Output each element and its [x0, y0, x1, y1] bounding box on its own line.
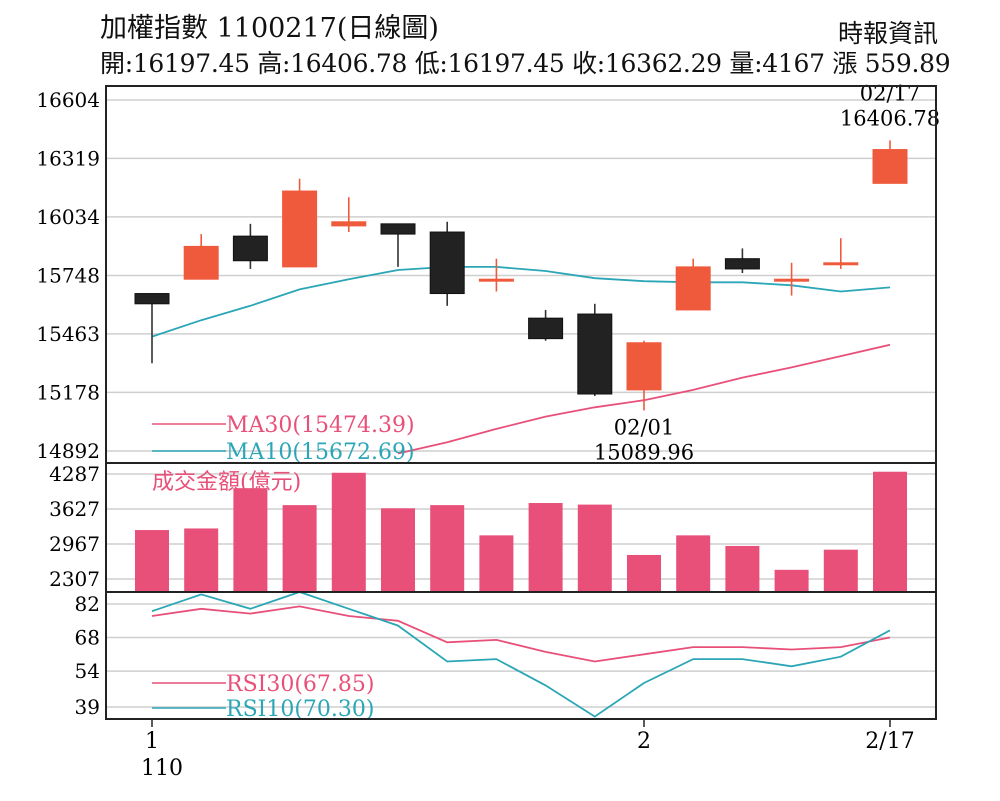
volume-bar [233, 488, 268, 592]
rsi-tick-label: 82 [75, 592, 100, 616]
volume-bar [430, 505, 465, 592]
price-tick-label: 15748 [36, 264, 100, 288]
x-tick-label: 2/17 [865, 729, 914, 754]
price-annotation: 02/01 [614, 415, 675, 439]
volume-bar [823, 549, 858, 592]
x-tick-sublabel: 110 [141, 756, 183, 781]
volume-bar [577, 504, 612, 592]
price-tick-label: 14892 [36, 439, 100, 463]
rsi-tick-label: 54 [75, 659, 100, 683]
volume-bar [135, 530, 169, 592]
candle-body [724, 258, 760, 270]
legend-label: MA30(15474.39) [226, 413, 415, 438]
volume-bar [282, 505, 317, 592]
price-annotation: 16406.78 [840, 106, 940, 130]
rsi-legend-label: RSI30(67.85) [226, 672, 374, 697]
x-tick-label: 2 [637, 729, 651, 754]
candle-body [282, 190, 318, 268]
rsi-legend-label: RSI10(70.30) [226, 697, 374, 722]
volume-bar [528, 503, 563, 592]
volume-bar [184, 528, 219, 592]
price-tick-label: 16034 [36, 205, 100, 229]
candle-body [331, 221, 367, 227]
rsi-line [151, 605, 891, 663]
volume-tick-label: 2307 [49, 567, 100, 591]
candle-body [872, 149, 908, 184]
ohlc-summary: 開:16197.45 高:16406.78 低:16197.45 收:16362… [100, 49, 951, 78]
volume-tick-label: 2967 [49, 532, 100, 556]
volume-bar [479, 535, 514, 592]
candle-body [626, 342, 662, 391]
candle-body [134, 293, 170, 305]
panel-frame [105, 85, 937, 464]
volume-title: 成交金額(億元) [152, 470, 301, 495]
candle-body [823, 262, 859, 266]
volume-bar [381, 508, 415, 592]
chart-title: 加權指數 1100217(日線圖) [100, 13, 439, 44]
rsi-tick-label: 68 [75, 626, 100, 650]
panel-frame [105, 591, 937, 720]
candle-body [774, 278, 810, 282]
price-tick-label: 16604 [36, 88, 100, 112]
volume-bar [627, 554, 661, 592]
candle-body [380, 223, 416, 235]
ma-line [151, 265, 891, 338]
rsi-line [151, 591, 891, 718]
volume-bar [873, 471, 907, 592]
price-tick-label: 15463 [36, 322, 100, 346]
legend-label: MA10(15672.69) [226, 440, 415, 465]
candle-body [675, 266, 711, 311]
price-tick-label: 15178 [36, 380, 100, 404]
candle-body [183, 245, 219, 280]
price-tick-label: 16319 [36, 146, 100, 170]
volume-bar [331, 472, 366, 592]
candle-body [478, 278, 514, 282]
volume-bar [774, 569, 809, 592]
source-label: 時報資訊 [837, 19, 938, 48]
volume-tick-label: 3627 [49, 497, 100, 521]
volume-tick-label: 4287 [49, 462, 100, 486]
rsi-tick-label: 39 [75, 695, 100, 719]
price-annotation: 15089.96 [594, 440, 694, 464]
volume-bar [676, 535, 711, 592]
candle-body [429, 231, 465, 295]
volume-bar [725, 545, 760, 592]
candle-body [232, 235, 268, 262]
candle-body [528, 317, 564, 340]
candle-body [577, 313, 613, 395]
x-tick-label: 1 [145, 729, 159, 754]
